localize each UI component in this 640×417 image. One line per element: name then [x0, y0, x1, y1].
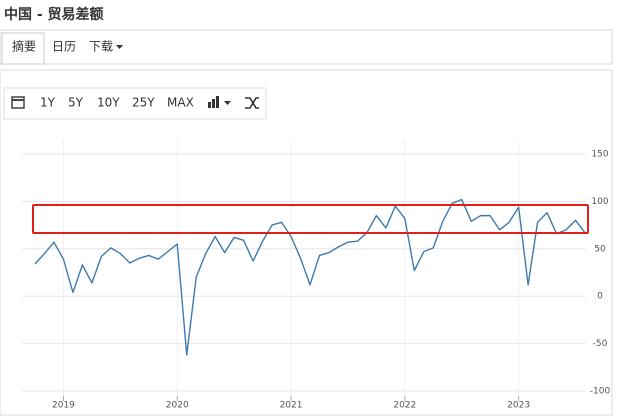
tab-bar	[0, 29, 613, 65]
active-tab[interactable]	[1, 32, 45, 65]
page-title: 中国 - 贸易差额	[4, 6, 104, 23]
chart-panel	[0, 69, 613, 416]
y-tick-label: 50	[594, 244, 606, 254]
chart-type-icon[interactable]	[208, 96, 231, 108]
plot: -100 -50 0 50 100 150 2019 2020 2021 2022 2023	[22, 140, 610, 411]
y-tick-label: -50	[593, 339, 608, 349]
x-tick-label: 2020	[166, 401, 189, 411]
tab[interactable]: 摘要	[12, 39, 36, 54]
toolbar	[3, 87, 267, 120]
data-line	[34, 198, 586, 356]
x-tick-label: 2023	[507, 401, 530, 411]
range-button[interactable]: 25Y	[132, 96, 155, 110]
dropdown-arrow	[116, 45, 123, 49]
dropdown-arrow	[224, 101, 231, 105]
range-button[interactable]: 10Y	[97, 96, 120, 110]
icon-bar	[212, 99, 215, 108]
calendar-frame	[11, 96, 25, 109]
range-button[interactable]: MAX	[167, 96, 194, 110]
range-button[interactable]: 5Y	[68, 96, 84, 110]
y-tick-label: 150	[591, 150, 608, 160]
tab[interactable]: 下载	[89, 40, 113, 54]
calendar-icon[interactable]	[11, 96, 25, 109]
compare-icon[interactable]	[245, 97, 259, 109]
x-tick-label: 2019	[52, 401, 75, 411]
y-tick-label: 100	[591, 197, 608, 207]
highlight-box	[32, 204, 589, 234]
icon-bar	[216, 96, 219, 108]
tab[interactable]: 日历	[52, 40, 76, 54]
range-button[interactable]: 1Y	[40, 96, 56, 110]
icon-bar	[208, 102, 211, 108]
icon-stroke	[245, 97, 259, 109]
x-tick-label: 2021	[280, 401, 303, 411]
y-tick-label: -100	[590, 387, 611, 397]
x-tick-label: 2022	[393, 401, 416, 411]
y-tick-label: 0	[597, 292, 603, 302]
